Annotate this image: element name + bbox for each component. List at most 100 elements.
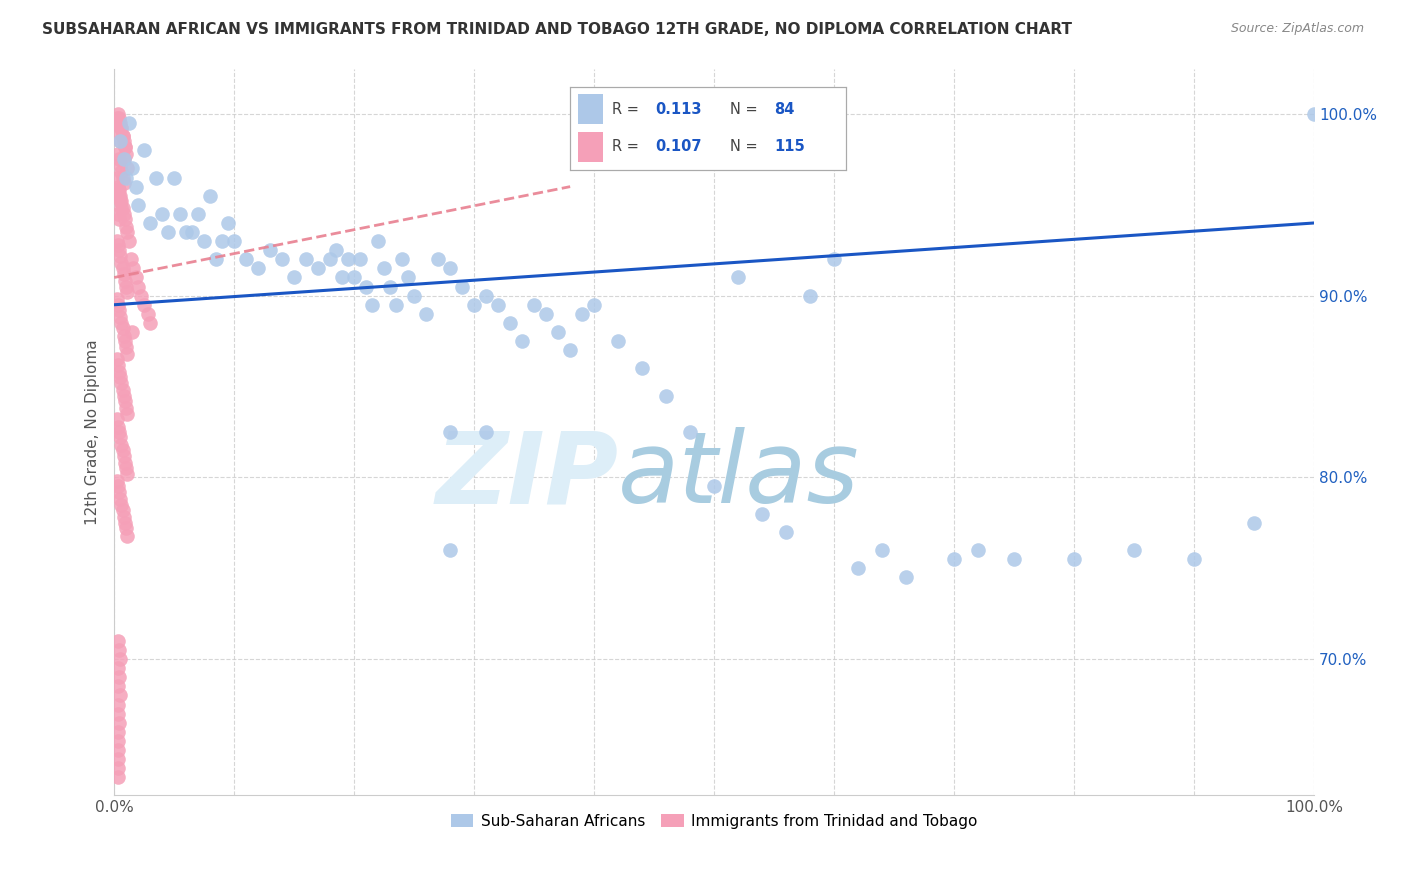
Point	[107, 207, 129, 221]
Point	[823, 252, 845, 267]
Text: ZIP: ZIP	[434, 427, 619, 524]
Point	[439, 261, 461, 276]
Point	[259, 244, 281, 258]
Point	[107, 679, 129, 693]
Point	[114, 456, 136, 470]
Point	[107, 147, 129, 161]
Point	[107, 479, 129, 493]
Point	[110, 498, 132, 512]
Point	[655, 389, 678, 403]
Point	[108, 670, 131, 684]
Point	[108, 183, 131, 197]
Point	[108, 484, 131, 499]
Point	[107, 752, 129, 766]
Point	[117, 407, 139, 421]
Point	[110, 316, 132, 330]
Point	[112, 134, 135, 148]
Point	[127, 279, 149, 293]
Point	[127, 198, 149, 212]
Point	[110, 165, 132, 179]
Point	[111, 443, 134, 458]
Text: Source: ZipAtlas.com: Source: ZipAtlas.com	[1230, 22, 1364, 36]
Point	[108, 643, 131, 657]
Point	[105, 474, 128, 488]
Point	[846, 561, 869, 575]
Point	[271, 252, 294, 267]
Point	[105, 111, 128, 125]
Point	[107, 698, 129, 712]
Point	[114, 334, 136, 348]
Point	[108, 370, 131, 384]
Point	[107, 661, 129, 675]
Point	[325, 244, 347, 258]
Point	[110, 202, 132, 216]
Point	[108, 715, 131, 730]
Point	[373, 261, 395, 276]
Point	[1182, 552, 1205, 566]
Text: SUBSAHARAN AFRICAN VS IMMIGRANTS FROM TRINIDAD AND TOBAGO 12TH GRADE, NO DIPLOMA: SUBSAHARAN AFRICAN VS IMMIGRANTS FROM TR…	[42, 22, 1073, 37]
Point	[136, 307, 159, 321]
Point	[1243, 516, 1265, 530]
Point	[150, 207, 173, 221]
Point	[547, 325, 569, 339]
Point	[111, 128, 134, 143]
Point	[145, 170, 167, 185]
Point	[115, 521, 138, 535]
Point	[451, 279, 474, 293]
Point	[108, 188, 131, 202]
Point	[571, 307, 593, 321]
Point	[105, 352, 128, 367]
Point	[107, 107, 129, 121]
Point	[107, 125, 129, 139]
Point	[115, 147, 138, 161]
Point	[111, 383, 134, 397]
Point	[129, 288, 152, 302]
Point	[114, 516, 136, 530]
Point	[117, 467, 139, 481]
Point	[110, 376, 132, 390]
Point	[108, 111, 131, 125]
Point	[193, 234, 215, 248]
Point	[114, 139, 136, 153]
Point	[112, 267, 135, 281]
Point	[523, 298, 546, 312]
Point	[117, 225, 139, 239]
Point	[607, 334, 630, 348]
Point	[115, 279, 138, 293]
Point	[105, 293, 128, 307]
Point	[117, 528, 139, 542]
Point	[112, 207, 135, 221]
Point	[967, 543, 990, 558]
Point	[415, 307, 437, 321]
Point	[111, 202, 134, 216]
Point	[108, 134, 131, 148]
Point	[107, 237, 129, 252]
Point	[108, 153, 131, 167]
Point	[1002, 552, 1025, 566]
Point	[198, 188, 221, 202]
Point	[108, 303, 131, 318]
Legend: Sub-Saharan Africans, Immigrants from Trinidad and Tobago: Sub-Saharan Africans, Immigrants from Tr…	[444, 808, 984, 835]
Point	[396, 270, 419, 285]
Point	[107, 743, 129, 757]
Point	[125, 270, 148, 285]
Point	[679, 425, 702, 439]
Point	[117, 161, 139, 176]
Point	[107, 734, 129, 748]
Point	[117, 234, 139, 248]
Point	[134, 143, 156, 157]
Point	[560, 343, 582, 358]
Point	[108, 212, 131, 227]
Point	[111, 503, 134, 517]
Point	[115, 401, 138, 416]
Point	[108, 134, 131, 148]
Point	[235, 252, 257, 267]
Point	[115, 340, 138, 354]
Point	[112, 449, 135, 463]
Point	[107, 634, 129, 648]
Point	[117, 285, 139, 299]
Point	[107, 706, 129, 721]
Point	[205, 252, 228, 267]
Point	[354, 279, 377, 293]
Point	[169, 207, 191, 221]
